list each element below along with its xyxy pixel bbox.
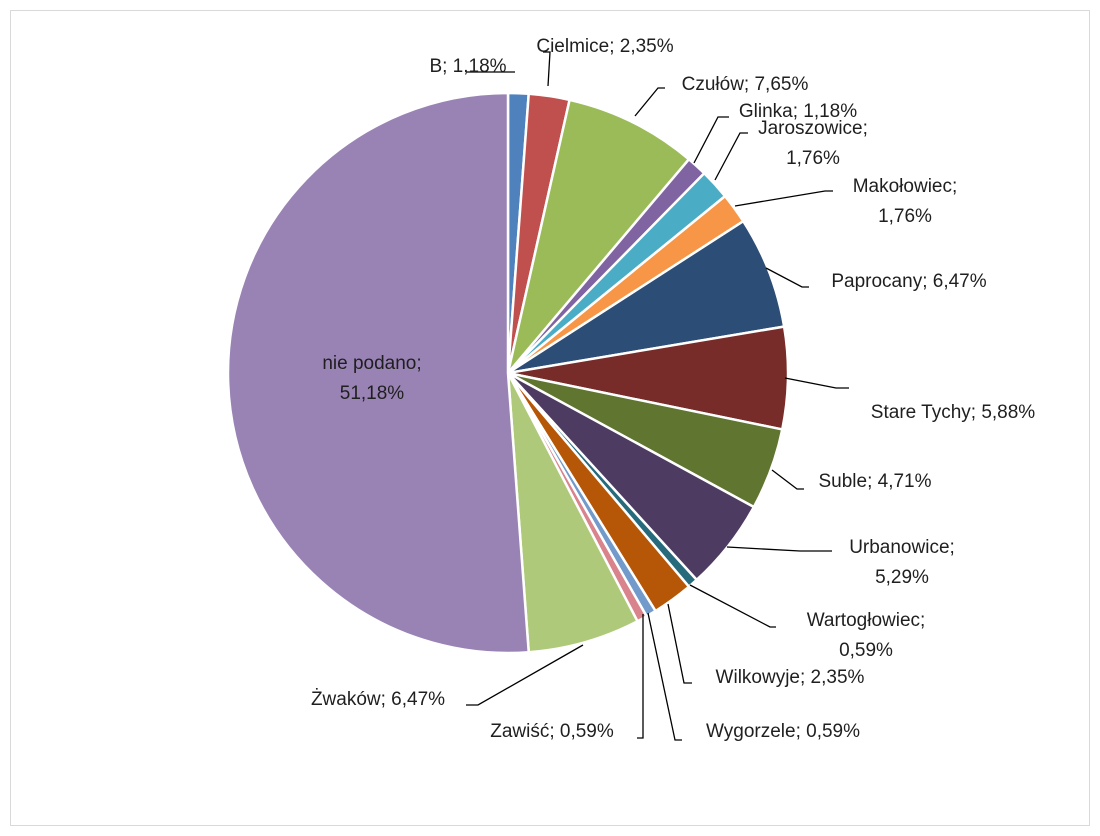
leader-line-paprocany (765, 267, 809, 288)
leader-line-czulow (634, 87, 665, 117)
data-label-jaroszowice: Jaroszowice; 1,76% (758, 118, 868, 169)
pie-slice-czulow (506, 98, 691, 374)
data-label-wygorzele: Wygorzele; 0,59% (706, 721, 860, 742)
data-label-paprocany: Paprocany; 6,47% (831, 271, 986, 292)
data-label-zwakow: Żwaków; 6,47% (311, 689, 445, 710)
leader-line-zwakow (466, 644, 584, 706)
data-label-glinka: Glinka; 1,18% (739, 101, 857, 122)
leader-line-stare-tychy (784, 377, 849, 389)
leader-line-suble (771, 469, 804, 490)
pie-slice-paprocany (507, 219, 786, 375)
data-label-nie-podano: nie podano; 51,18% (322, 353, 421, 404)
data-label-suble: Suble; 4,71% (818, 471, 931, 492)
data-label-b: B; 1,18% (429, 56, 506, 77)
leader-line-wilkowyje (667, 603, 692, 684)
data-label-makolowiec: Makołowiec; 1,76% (853, 176, 958, 227)
data-label-zawisc: Zawiść; 0,59% (490, 721, 614, 742)
data-label-czulow: Czułów; 7,65% (682, 74, 809, 95)
leader-line-glinka (693, 116, 729, 164)
data-label-wilkowyje: Wilkowyje; 2,35% (716, 667, 865, 688)
leader-line-zawisc (637, 614, 644, 739)
pie-slice-zwakow (506, 372, 640, 654)
leader-line-makolowiec (734, 190, 833, 207)
data-label-cielmice: Cielmice; 2,35% (536, 36, 673, 57)
leader-line-cielmice (543, 51, 551, 87)
data-label-stare-tychy: Stare Tychy; 5,88% (871, 402, 1036, 423)
data-label-wartoglowiec: Wartogłowiec; 0,59% (807, 610, 926, 661)
pie-slice-nie-podano (226, 91, 531, 655)
leader-line-wartoglowiec (689, 584, 776, 628)
leader-line-wygorzele (647, 612, 682, 741)
leader-line-jaroszowice (714, 132, 748, 181)
leader-line-urbanowice (726, 546, 832, 552)
data-label-urbanowice: Urbanowice; 5,29% (849, 537, 955, 588)
